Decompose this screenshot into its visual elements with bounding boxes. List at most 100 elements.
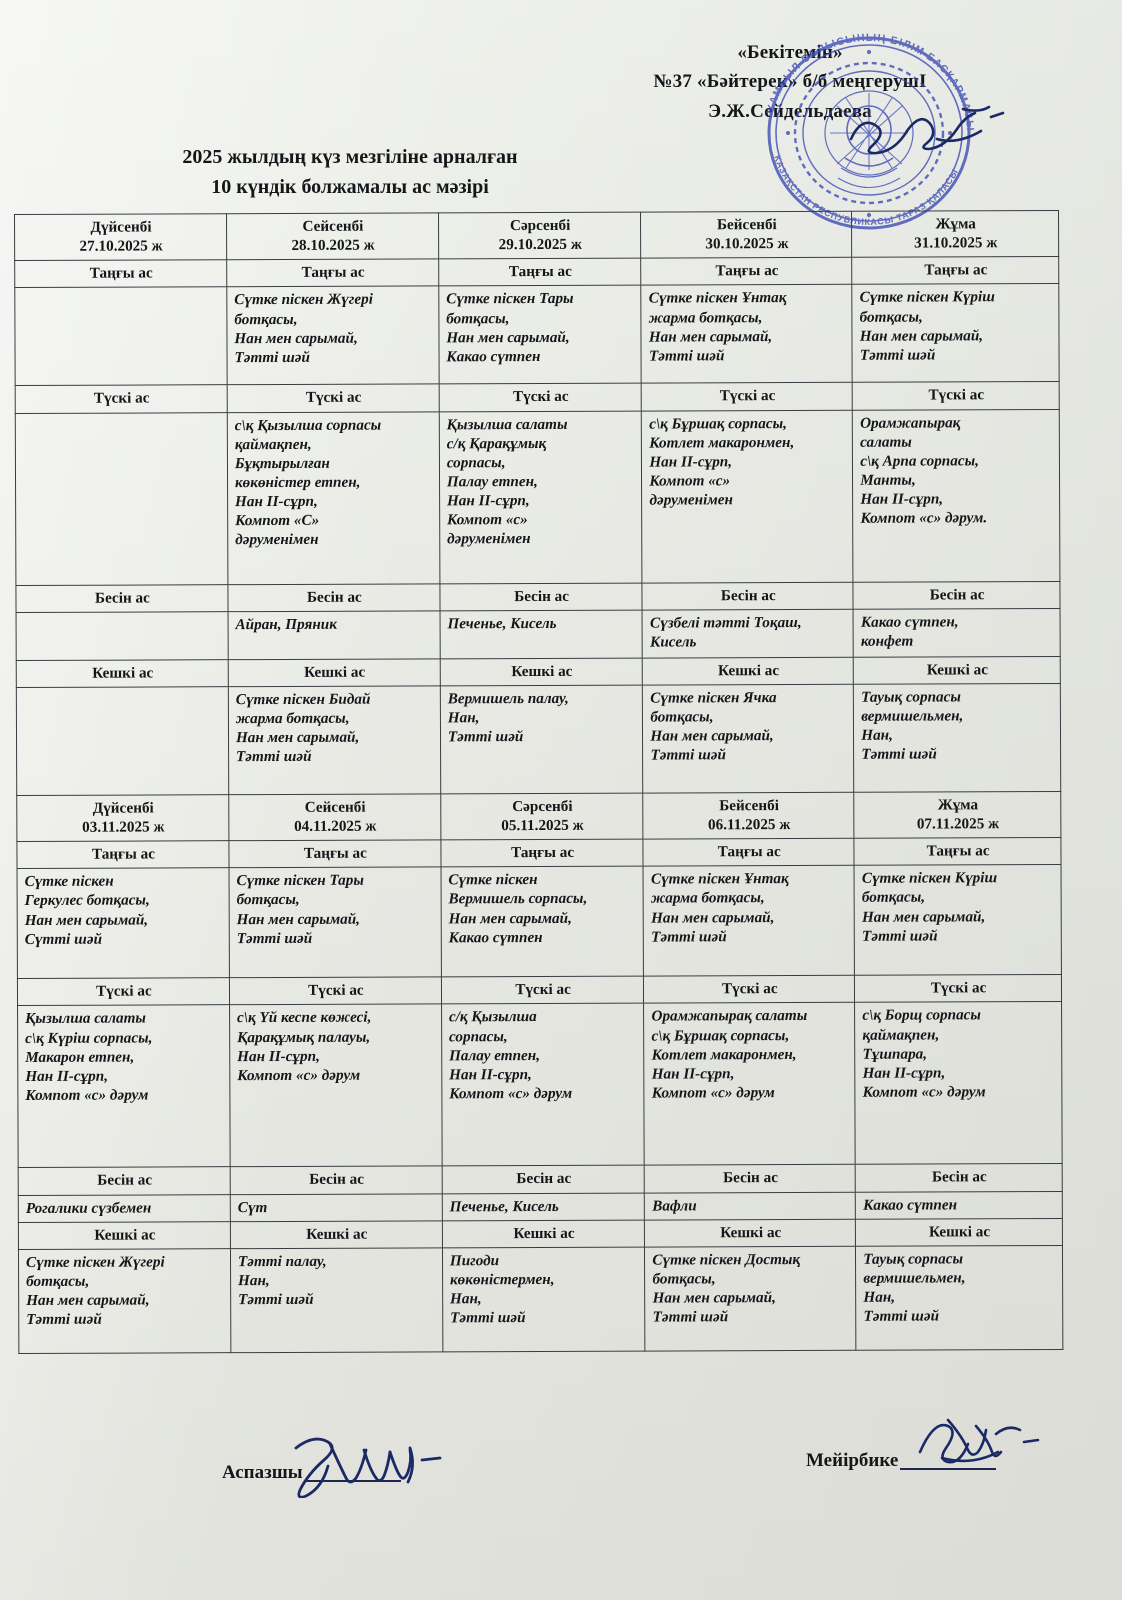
institution-head-name: Э.Ж.Сейдельдаева [708,100,872,122]
meal-label-breakfast: Таңғы ас [14,259,227,288]
dish-cell-w1-snack-0 [16,611,229,661]
table-row-w2-breakfast-label: Таңғы ас Таңғы ас Таңғы ас Таңғы ас Таңғ… [16,837,1062,869]
dish-cell-w2-lunch-2: с/қ Қызылша сорпасы, Палау етпен, Нан II… [441,1003,645,1167]
meal-label-snack: Бесін ас [855,1163,1063,1192]
meal-label-snack: Бесін ас [15,584,228,613]
nurse-signature [912,1408,1062,1474]
page-title-line1: 2025 жылдың күз мезгіліне арналған [182,146,518,168]
signature-footer: Аспазшы Мейірбике [0,1418,1122,1528]
dish-cell-w2-breakfast-3: Сүтке піскен Ұнтақ жарма ботқасы, Нан ме… [643,865,855,977]
dish-cell-w2-snack-1: Сүт [230,1193,443,1222]
day-date: 29.10.2025 ж [498,235,582,254]
meal-label-lunch: Түскі ас [229,977,442,1006]
dish-cell-w2-dinner-3: Сүтке піскен Достық ботқасы, Нан мен сар… [644,1246,857,1351]
meal-label-dinner: Кешкі ас [642,656,854,685]
day-name: Сәрсенбі [509,216,571,235]
table-row-w2-lunch: Қызылша салаты с\қ Күріш сорпасы, Макаро… [17,1001,1063,1168]
meal-label-breakfast: Таңғы ас [854,837,1062,866]
meal-label-dinner: Кешкі ас [644,1218,856,1247]
nurse-label: Мейірбике [806,1450,899,1471]
dish-cell-w1-dinner-2: Вермишель палау, Нан, Тәтті шәй [440,684,644,794]
day-name: Сәрсенбі [512,797,573,815]
dish-cell-w1-breakfast-4: Сүтке піскен Күріш ботқасы, Нан мен сары… [852,283,1060,383]
dish-cell-w2-snack-4: Какао сүтпен [855,1191,1063,1219]
meal-label-snack: Бесін ас [853,581,1061,609]
dish-cell-w2-lunch-3: Орамжапырақ салаты с\қ Бұршақ сорпасы, К… [643,1002,856,1166]
day-date: 05.11.2025 ж [501,816,584,835]
table-row-w1-snack-label: Бесін ас Бесін ас Бесін ас Бесін ас Бесі… [15,581,1061,613]
dish-cell-w2-snack-0: Рогалики сүзбемен [18,1194,231,1223]
dish-cell-w2-breakfast-1: Сүтке піскен Тары ботқасы, Нан мен сарым… [228,867,442,978]
day-name: Сейсенбі [302,217,364,235]
day-date: 07.11.2025 ж [916,815,1000,833]
meal-label-lunch: Түскі ас [439,383,642,412]
dish-cell-w1-lunch-0 [15,412,228,586]
meal-label-dinner: Кешкі ас [228,658,441,687]
meal-label-snack: Бесін ас [227,583,440,612]
table-row-w1-dinner-label: Кешкі ас Кешкі ас Кешкі ас Кешкі ас Кешк… [16,656,1061,688]
day-name: Жұма [935,215,976,233]
institution-head-title: №37 «Бәйтерек» б/б меңгерушІ [653,71,927,93]
meal-label-breakfast: Таңғы ас [438,258,642,287]
day-date: 28.10.2025 ж [291,236,375,255]
day-name: Жұма [937,796,979,814]
meal-label-snack: Бесін ас [18,1167,231,1196]
day-header-w2-0: Дүйсенбі 03.11.2025 ж [16,794,229,842]
dish-cell-w1-breakfast-3: Сүтке піскен Ұнтақ жарма ботқасы, Нан ме… [641,284,853,384]
day-header-w1-1: Сейсенбі 28.10.2025 ж [226,212,439,260]
meal-label-lunch: Түскі ас [441,976,644,1005]
day-header-w1-3: Бейсенбі 30.10.2025 ж [640,211,852,259]
meal-label-snack: Бесін ас [642,581,854,610]
meal-label-lunch: Түскі ас [227,384,440,413]
dish-cell-w2-lunch-1: с\қ Үй кеспе көжесі, Қарақұмық палауы, Н… [229,1004,443,1168]
day-name: Дүйсенбі [90,218,152,236]
dish-cell-w2-dinner-2: Пигоди көкөністермен, Нан, Тәтті шәй [442,1246,646,1352]
meal-label-breakfast: Таңғы ас [851,256,1059,285]
table-row-w1-lunch-label: Түскі ас Түскі ас Түскі ас Түскі ас Түск… [15,381,1060,414]
table-row-w2-dinner-label: Кешкі ас Кешкі ас Кешкі ас Кешкі ас Кешк… [18,1218,1063,1250]
day-name: Сейсенбі [304,798,366,816]
nurse-signature-block: Мейірбике [806,1448,997,1472]
dish-cell-w2-lunch-0: Қызылша салаты с\қ Күріш сорпасы, Макаро… [17,1005,231,1168]
dish-cell-w1-breakfast-2: Сүтке піскен Тары ботқасы, Нан мен сарым… [438,285,642,385]
meal-label-breakfast: Таңғы ас [228,839,441,868]
meal-label-snack: Бесін ас [230,1166,443,1195]
dish-cell-w2-dinner-0: Сүтке піскен Жүгері ботқасы, Нан мен сар… [18,1248,231,1354]
dish-cell-w1-lunch-4: Орамжапырақ салаты с\қ Арпа сорпасы, Ман… [852,409,1060,582]
day-date: 31.10.2025 ж [914,234,998,252]
dish-cell-w1-breakfast-1: Сүтке піскен Жүгері ботқасы, Нан мен сар… [226,286,440,386]
table-row-w2-breakfast: Сүтке піскен Геркулес ботқасы, Нан мен с… [17,864,1062,979]
nurse-signature-line [900,1448,997,1470]
day-date: 30.10.2025 ж [705,235,789,253]
dish-cell-w2-breakfast-4: Сүтке піскен Күріш ботқасы, Нан мен сары… [854,864,1062,976]
meal-label-snack: Бесін ас [644,1164,856,1193]
day-header-w2-4: Жұма 07.11.2025 ж [853,791,1061,839]
day-header-w1-2: Сәрсенбі 29.10.2025 ж [438,212,642,260]
table-row-w2-snack-label: Бесін ас Бесін ас Бесін ас Бесін ас Бесі… [18,1163,1063,1196]
day-header-w1-4: Жұма 31.10.2025 ж [851,210,1059,258]
dish-cell-w1-breakfast-0 [14,287,228,386]
meal-label-dinner: Кешкі ас [440,657,643,686]
dish-cell-w1-snack-1: Айран, Пряник [227,610,441,660]
dish-cell-w2-dinner-4: Тауық сорпасы вермишельмен, Нан, Тәтті ш… [855,1245,1063,1351]
meal-label-lunch: Түскі ас [852,381,1060,410]
meal-label-dinner: Кешкі ас [855,1218,1063,1247]
day-header-w2-3: Бейсенбі 06.11.2025 ж [643,792,855,840]
approval-word: «Бекітемін» [737,42,843,63]
table-row-week2-days: Дүйсенбі 03.11.2025 ж Сейсенбі 04.11.202… [16,791,1061,842]
dish-cell-w2-breakfast-0: Сүтке піскен Геркулес ботқасы, Нан мен с… [17,867,230,979]
day-header-w2-1: Сейсенбі 04.11.2025 ж [228,793,441,841]
page-title-line2: 10 күндік болжамалы ас мәзірі [211,176,489,198]
table-row-week1-days: Дүйсенбі 27.10.2025 ж Сейсенбі 28.10.202… [14,210,1059,261]
dish-cell-w1-dinner-3: Сүтке піскен Ячка ботқасы, Нан мен сарым… [642,684,854,793]
meal-label-dinner: Кешкі ас [18,1221,231,1250]
table-row-w2-snack: Рогалики сүзбемен Сүт Печенье, Кисель Ва… [18,1191,1063,1223]
meal-label-snack: Бесін ас [442,1165,645,1194]
meal-label-dinner: Кешкі ас [230,1220,443,1249]
dish-cell-w2-dinner-1: Тәтті палау, Нан, Тәтті шәй [230,1247,443,1353]
meal-label-lunch: Түскі ас [15,385,228,414]
dish-cell-w2-breakfast-2: Сүтке піскен Вермишель сорпасы, Нан мен … [440,866,644,978]
day-date: 03.11.2025 ж [82,818,165,836]
